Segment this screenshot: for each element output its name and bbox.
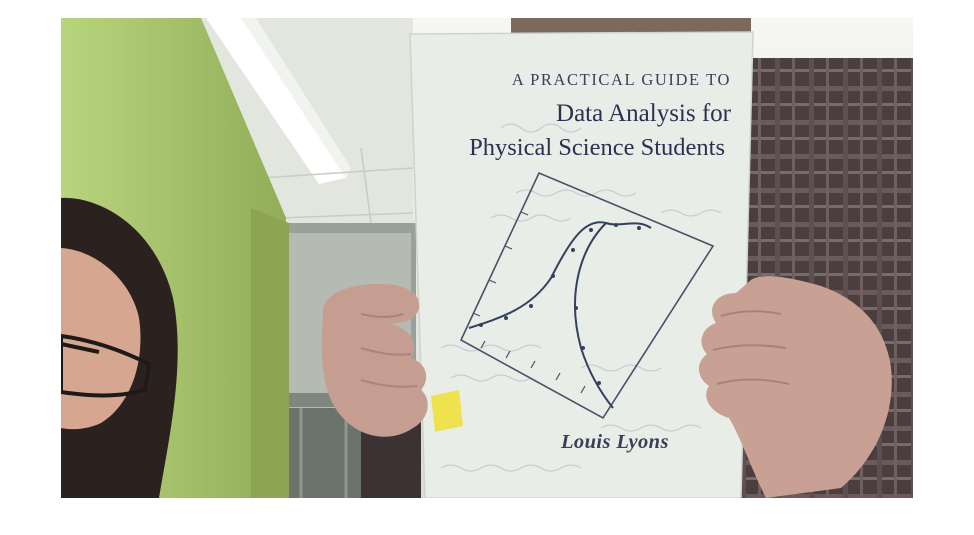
book-title-line-2: Physical Science Students bbox=[469, 134, 725, 161]
book-series-text: A PRACTICAL GUIDE TO bbox=[511, 70, 731, 89]
left-hand bbox=[321, 284, 428, 437]
book-title-line-1: Data Analysis for bbox=[556, 100, 731, 127]
scene-illustration bbox=[61, 18, 913, 498]
book-author: Louis Lyons bbox=[561, 431, 669, 453]
webcam-photo: A PRACTICAL GUIDE TO Data Analysis for P… bbox=[61, 18, 913, 498]
book-cover bbox=[409, 31, 754, 498]
right-hand bbox=[698, 276, 892, 498]
